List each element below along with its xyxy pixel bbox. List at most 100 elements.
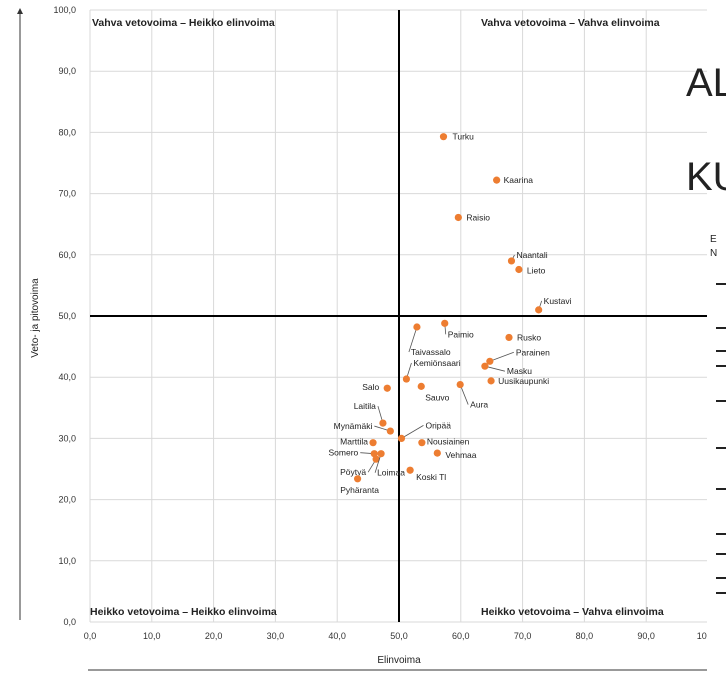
x-axis-title: Elinvoima — [377, 655, 421, 666]
leader-line — [408, 326, 418, 353]
data-point — [418, 439, 426, 447]
quadrant-labels: Vahva vetovoima – Heikko elinvoima Vahva… — [90, 17, 664, 618]
side-bullet-list — [716, 283, 726, 594]
data-point — [417, 382, 425, 390]
data-point — [456, 380, 464, 389]
x-tick-label: 70,0 — [514, 631, 532, 641]
y-tick-label: 100,0 — [53, 5, 76, 15]
data-label: Oripää — [425, 420, 451, 430]
data-label: Koski Tl — [416, 472, 446, 482]
data-point — [383, 384, 391, 392]
data-label: Turku — [452, 132, 474, 142]
data-point — [372, 455, 380, 463]
data-label: Masku — [507, 366, 532, 376]
data-label: Nousiainen — [427, 437, 470, 447]
y-tick-label: 70,0 — [58, 189, 76, 199]
y-tick-label: 20,0 — [58, 495, 76, 505]
side-title-line-2: KU — [686, 155, 726, 199]
data-point — [379, 419, 387, 427]
x-tick-label: 10,0 — [143, 631, 161, 641]
side-title-line-1: AL — [686, 61, 726, 105]
data-point — [397, 434, 406, 442]
data-label: Mynämäki — [334, 421, 373, 431]
y-tick-label: 0,0 — [63, 617, 76, 627]
data-point — [369, 439, 377, 447]
y-tick-label: 80,0 — [58, 127, 76, 137]
data-point — [493, 176, 501, 184]
side-bullet-dash — [716, 488, 726, 490]
y-tick-label: 40,0 — [58, 372, 76, 382]
side-bullet-dash — [716, 365, 726, 367]
data-label: Loimaa — [377, 468, 405, 478]
data-label: Paimio — [448, 329, 474, 339]
y-axis-arrowhead — [17, 8, 23, 14]
x-tick-label: 80,0 — [576, 631, 594, 641]
data-label: Sauvo — [425, 392, 449, 402]
side-bullet-dash — [716, 350, 726, 352]
x-tick-label: 50,0 — [390, 631, 408, 641]
side-panel: AL KU E N — [686, 0, 726, 678]
leader-line — [401, 425, 424, 439]
y-tick-label: 30,0 — [58, 433, 76, 443]
data-label: Salo — [362, 382, 379, 392]
data-point — [370, 450, 378, 458]
side-text-line-1: E — [710, 234, 717, 245]
data-point — [406, 466, 414, 474]
data-point — [535, 306, 543, 314]
data-point — [481, 362, 489, 370]
quadrant-bottom-left-label: Heikko vetovoima – Heikko elinvoima — [90, 606, 277, 618]
y-tick-label: 50,0 — [58, 311, 76, 321]
data-label: Kustavi — [544, 296, 572, 306]
data-point — [433, 449, 441, 457]
data-point — [454, 213, 462, 222]
data-label: Uusikaupunki — [498, 376, 549, 386]
y-tick-label: 60,0 — [58, 250, 76, 260]
y-tick-label: 90,0 — [58, 66, 76, 76]
data-point — [505, 333, 513, 342]
side-text-line-2: N — [710, 248, 717, 259]
side-bullet-dash — [716, 283, 726, 285]
y-tick-label: 10,0 — [58, 556, 76, 566]
x-tick-label: 0,0 — [84, 631, 97, 641]
x-tick-label: 90,0 — [637, 631, 655, 641]
quadrant-top-right-label: Vahva vetovoima – Vahva elinvoima — [481, 17, 660, 29]
data-label: Vehmaa — [445, 450, 476, 460]
data-point — [487, 377, 495, 385]
data-point — [515, 265, 523, 274]
data-label: Pöytyä — [340, 467, 366, 477]
data-label: Marttila — [340, 437, 368, 447]
data-label: Naantali — [516, 250, 547, 260]
data-point — [441, 319, 449, 327]
leader-line — [489, 351, 514, 362]
data-point — [439, 133, 448, 141]
quadrant-top-left-label: Vahva vetovoima – Heikko elinvoima — [92, 17, 275, 29]
data-point — [353, 475, 362, 483]
data-label: Aura — [470, 400, 488, 410]
side-bullet-dash — [716, 592, 726, 594]
y-axis-title: Veto- ja pitovoima — [30, 278, 41, 358]
data-point — [386, 427, 394, 435]
data-label: Taivassalo — [411, 347, 451, 357]
data-point — [486, 357, 494, 365]
x-tick-label: 40,0 — [328, 631, 346, 641]
data-label: Kemiönsaari — [413, 358, 460, 368]
data-point — [507, 257, 516, 265]
data-label: Raisio — [466, 212, 490, 222]
side-bullet-dash — [716, 577, 726, 579]
data-label: Pyhäranta — [340, 485, 379, 495]
data-label: Parainen — [516, 347, 550, 357]
data-point — [413, 323, 421, 331]
data-point — [402, 375, 411, 383]
x-tick-label: 20,0 — [205, 631, 223, 641]
side-bullet-dash — [716, 447, 726, 449]
data-label: Kaarina — [504, 175, 534, 185]
data-label: Laitila — [354, 401, 376, 411]
side-bullet-dash — [716, 400, 726, 402]
data-label: Rusko — [517, 332, 541, 342]
x-tick-label: 60,0 — [452, 631, 470, 641]
quadrant-bottom-right-label: Heikko vetovoima – Vahva elinvoima — [481, 606, 664, 618]
data-point — [377, 450, 385, 458]
side-bullet-dash — [716, 327, 726, 329]
side-bullet-dash — [716, 553, 726, 555]
